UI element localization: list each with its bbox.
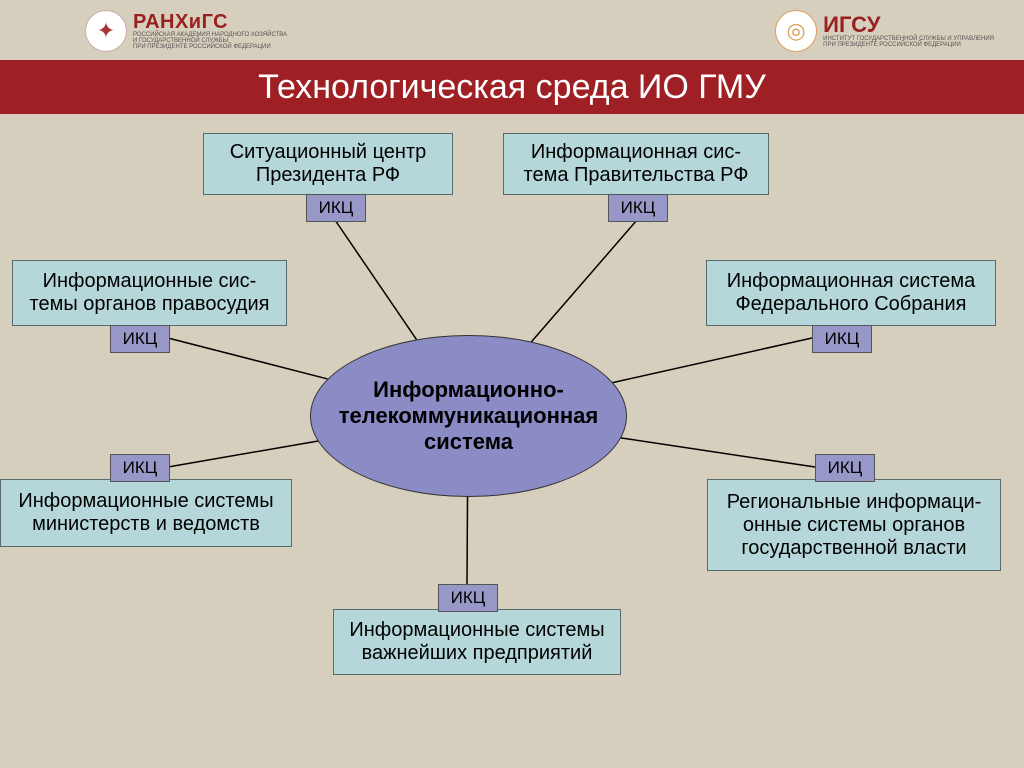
logo-left-acronym: РАНХиГС	[133, 12, 287, 32]
slide-title: Технологическая среда ИО ГМУ	[0, 60, 1024, 114]
badge-top_left: ИКЦ	[306, 194, 366, 222]
logo-right-text: ИГСУ ИНСТИТУТ ГОСУДАРСТВЕННОЙ СЛУЖБЫ И У…	[823, 14, 994, 48]
badge-mid_left: ИКЦ	[110, 325, 170, 353]
node-top_right: Информационная сис- тема Правительства Р…	[503, 133, 769, 195]
badge-top_right: ИКЦ	[608, 194, 668, 222]
center-node: Информационно- телекоммуникационная сист…	[310, 335, 627, 497]
node-top_left: Ситуационный центр Президента РФ	[203, 133, 453, 195]
badge-bottom: ИКЦ	[438, 584, 498, 612]
logo-left-subtext: РОССИЙСКАЯ АКАДЕМИЯ НАРОДНОГО ХОЗЯЙСТВА …	[133, 32, 287, 50]
logo-ranepa: ✦ РАНХиГС РОССИЙСКАЯ АКАДЕМИЯ НАРОДНОГО …	[85, 10, 287, 52]
logo-right-acronym: ИГСУ	[823, 14, 994, 36]
node-low_right: Региональные информаци- онные системы ор…	[707, 479, 1001, 571]
node-mid_left: Информационные сис- темы органов правосу…	[12, 260, 287, 326]
badge-mid_right: ИКЦ	[812, 325, 872, 353]
badge-low_left: ИКЦ	[110, 454, 170, 482]
logo-igsu: ◎ ИГСУ ИНСТИТУТ ГОСУДАРСТВЕННОЙ СЛУЖБЫ И…	[775, 10, 994, 52]
globe-icon: ◎	[775, 10, 817, 52]
badge-low_right: ИКЦ	[815, 454, 875, 482]
logo-right-subtext: ИНСТИТУТ ГОСУДАРСТВЕННОЙ СЛУЖБЫ И УПРАВЛ…	[823, 36, 994, 48]
node-bottom: Информационные системы важнейших предпри…	[333, 609, 621, 675]
slide: ✦ РАНХиГС РОССИЙСКАЯ АКАДЕМИЯ НАРОДНОГО …	[0, 0, 1024, 768]
node-mid_right: Информационная система Федерального Собр…	[706, 260, 996, 326]
logo-left-text: РАНХиГС РОССИЙСКАЯ АКАДЕМИЯ НАРОДНОГО ХО…	[133, 12, 287, 50]
node-low_left: Информационные системы министерств и вед…	[0, 479, 292, 547]
crest-icon: ✦	[85, 10, 127, 52]
